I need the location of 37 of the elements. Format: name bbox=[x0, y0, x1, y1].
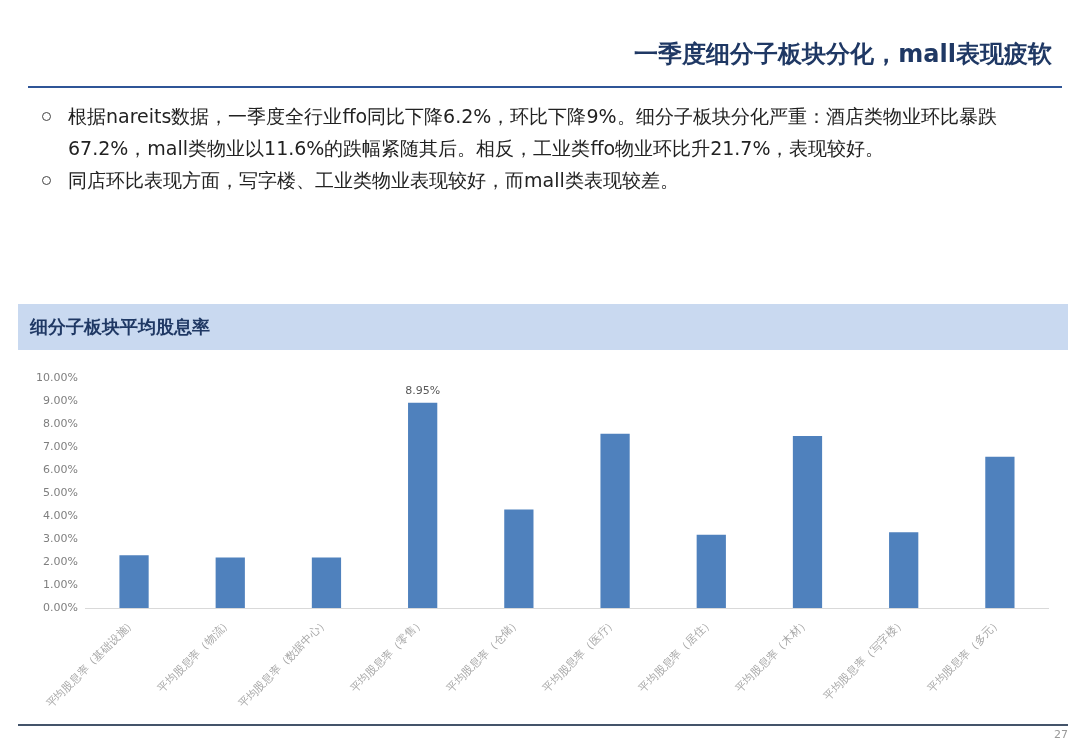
y-tick-label: 10.00% bbox=[35, 371, 78, 385]
bar bbox=[119, 555, 149, 609]
x-tick-label: 平均股息率（零售） bbox=[347, 615, 427, 695]
y-tick-label: 8.00% bbox=[42, 417, 78, 431]
y-tick-label: 5.00% bbox=[42, 486, 78, 500]
x-tick-label: 平均股息率（数据中心） bbox=[235, 615, 331, 711]
x-tick-label: 平均股息率（写字楼） bbox=[820, 615, 908, 703]
y-tick-label: 2.00% bbox=[42, 555, 78, 569]
bar bbox=[408, 402, 438, 609]
chart-title: 一季度细分子板块分化，mall表现疲软 bbox=[634, 39, 1052, 70]
y-tick-label: 6.00% bbox=[42, 463, 78, 477]
y-tick-label: 0.00% bbox=[42, 600, 78, 614]
bar bbox=[600, 433, 630, 609]
y-tick-label: 1.00% bbox=[42, 578, 78, 592]
data-label: 8.95% bbox=[405, 384, 441, 398]
text: 27 bbox=[1054, 728, 1068, 741]
x-tick-label: 平均股息率（物流） bbox=[155, 615, 235, 695]
x-tick-label: 平均股息率（居住） bbox=[636, 615, 716, 695]
y-tick-label: 4.00% bbox=[42, 509, 78, 523]
x-tick-label: 平均股息率（仓储） bbox=[443, 615, 524, 695]
text: 根据nareits数据，一季度全行业ffo同比下降6.2%，环比下降9%。细分子板块分化严重：酒店类物业环比暴跌67.2%，mall类物业以11.6%的跌幅紧随其后。相反，工业类ffo物业环比升21.7%，表现较好。 bbox=[68, 104, 998, 161]
bar bbox=[215, 557, 245, 609]
bar bbox=[985, 456, 1015, 609]
bar bbox=[889, 532, 919, 609]
x-tick-label: 平均股息率（木材） bbox=[732, 615, 812, 695]
x-tick-label: 平均股息率（医疗） bbox=[540, 615, 620, 695]
x-tick-label: 平均股息率（基础设施） bbox=[43, 615, 139, 711]
y-tick-label: 7.00% bbox=[42, 440, 78, 454]
x-tick-label: 平均股息率（多元） bbox=[924, 615, 1005, 695]
bar bbox=[792, 435, 823, 609]
bar bbox=[311, 557, 342, 609]
y-tick-label: 3.00% bbox=[42, 532, 78, 546]
text: 同店环比表现方面，写字楼、工业类物业表现较好，而mall类表现较差。 bbox=[68, 168, 679, 193]
bar bbox=[504, 509, 534, 609]
bar bbox=[696, 534, 726, 609]
chart-subtitle: 细分子板块平均股息率 bbox=[30, 315, 210, 339]
y-tick-label: 9.00% bbox=[42, 394, 78, 408]
